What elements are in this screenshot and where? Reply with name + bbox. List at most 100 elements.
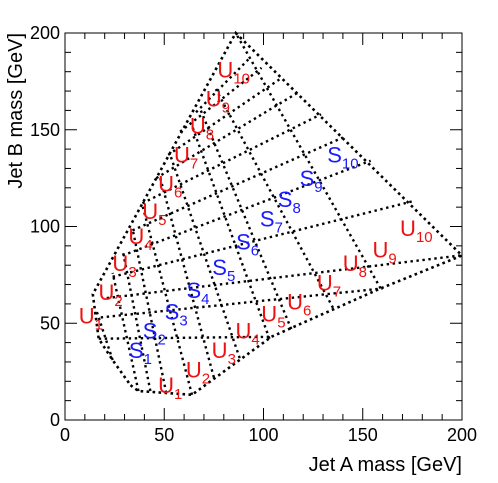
region-letter: U	[261, 301, 277, 326]
region-letter: S	[327, 143, 342, 168]
region-letter: U	[186, 357, 202, 382]
grid-line	[98, 335, 272, 340]
control-region-label: U4	[236, 319, 260, 349]
region-letter: U	[128, 224, 144, 249]
region-index: 6	[174, 185, 182, 202]
region-index: 8	[206, 127, 214, 144]
region-letter: U	[236, 319, 252, 344]
control-region-label: U6	[287, 290, 311, 320]
region-index: 6	[251, 243, 259, 260]
control-region-label: U3	[212, 338, 236, 368]
region-index: 1	[95, 316, 103, 333]
region-index: 10	[233, 71, 250, 88]
control-region-label: U7	[317, 270, 341, 300]
control-region-label: U9	[206, 87, 230, 117]
grid-line	[167, 78, 281, 156]
region-letter: S	[236, 230, 251, 255]
region-index: 1	[174, 386, 182, 403]
grid-line	[95, 311, 114, 361]
region-letter: S	[129, 338, 144, 363]
region-index: 9	[222, 100, 230, 117]
x-tick-label: 50	[154, 425, 174, 445]
signal-region-label: S6	[236, 230, 259, 260]
region-letter: U	[212, 338, 228, 363]
region-index: 2	[114, 293, 122, 310]
control-region-label: U5	[142, 199, 166, 229]
region-letter: U	[190, 114, 206, 139]
region-letter: U	[142, 199, 158, 224]
grid-line	[122, 159, 372, 257]
signal-region-label: S8	[278, 187, 301, 217]
region-letter: S	[300, 166, 315, 191]
region-letter: U	[343, 251, 359, 276]
y-tick-label: 100	[30, 217, 60, 237]
region-index: 9	[388, 250, 396, 267]
y-tick-label: 200	[30, 23, 60, 43]
region-letter: S	[212, 255, 227, 280]
region-index: 4	[144, 237, 152, 254]
y-axis-title: Jet B mass [GeV]	[5, 33, 27, 189]
grid-line	[111, 272, 140, 392]
region-letter: U	[372, 237, 388, 262]
x-tick-label: 0	[60, 425, 70, 445]
axis-ticks: 0 50 100 150 200 0 50 100 150 200	[30, 23, 477, 445]
region-letter: S	[143, 319, 158, 344]
signal-region-label: S7	[260, 207, 283, 237]
region-index: 8	[359, 264, 367, 281]
control-region-label: U7	[174, 143, 198, 173]
region-index: 3	[128, 264, 136, 281]
region-letter: S	[165, 299, 180, 324]
region-index: 9	[314, 179, 322, 196]
grid-line	[132, 136, 344, 232]
region-letter: S	[260, 207, 275, 232]
control-region-label: U8	[190, 114, 214, 144]
control-region-label: U8	[343, 251, 367, 281]
region-letter: U	[217, 58, 233, 83]
control-region-label: U6	[158, 172, 182, 202]
signal-region-label: S2	[143, 319, 166, 349]
region-letter: U	[79, 303, 95, 328]
y-tick-label: 150	[30, 120, 60, 140]
grid-line	[198, 108, 293, 330]
region-index: 6	[303, 303, 311, 320]
grid-line	[141, 204, 194, 396]
region-letter: S	[186, 278, 201, 303]
grid-line	[106, 254, 461, 300]
grid-line	[179, 66, 263, 133]
region-index: 4	[251, 332, 259, 349]
signal-region-label: S4	[186, 278, 209, 308]
x-axis-title: Jet A mass [GeV]	[309, 454, 462, 476]
region-grid	[95, 32, 461, 396]
control-region-label: U1	[158, 373, 182, 403]
grid-line	[234, 32, 382, 290]
control-region-label: U2	[186, 357, 210, 387]
region-index: 5	[227, 268, 235, 285]
grid-line	[195, 57, 251, 114]
control-region-label: U1	[79, 303, 103, 333]
control-region-label: U10	[400, 216, 433, 246]
region-index: 8	[292, 200, 300, 217]
region-index: 5	[158, 212, 166, 229]
region-index: 2	[157, 332, 165, 349]
region-index: 7	[333, 283, 341, 300]
region-letter: S	[278, 187, 293, 212]
grid-line	[131, 228, 168, 394]
region-letter: U	[317, 270, 333, 295]
region-index: 1	[144, 351, 152, 368]
region-letter: U	[112, 251, 128, 276]
signal-region-label: S3	[165, 299, 188, 329]
control-region-label: U10	[217, 58, 250, 88]
control-region-label: U5	[261, 301, 285, 331]
signal-region-label: S1	[129, 338, 152, 368]
region-letter: U	[99, 280, 115, 305]
region-letter: U	[174, 143, 190, 168]
grid-line	[100, 287, 383, 319]
region-letter: U	[158, 172, 174, 197]
y-tick-label: 50	[40, 313, 60, 333]
region-letter: U	[287, 290, 303, 315]
region-labels: S1S2S3S4S5S6S7S8S9S10U1U2U3U4U5U6U7U8U9U…	[79, 58, 433, 403]
region-letter: U	[206, 87, 222, 112]
region-index: 4	[201, 291, 209, 308]
control-region-label: U3	[112, 251, 136, 281]
